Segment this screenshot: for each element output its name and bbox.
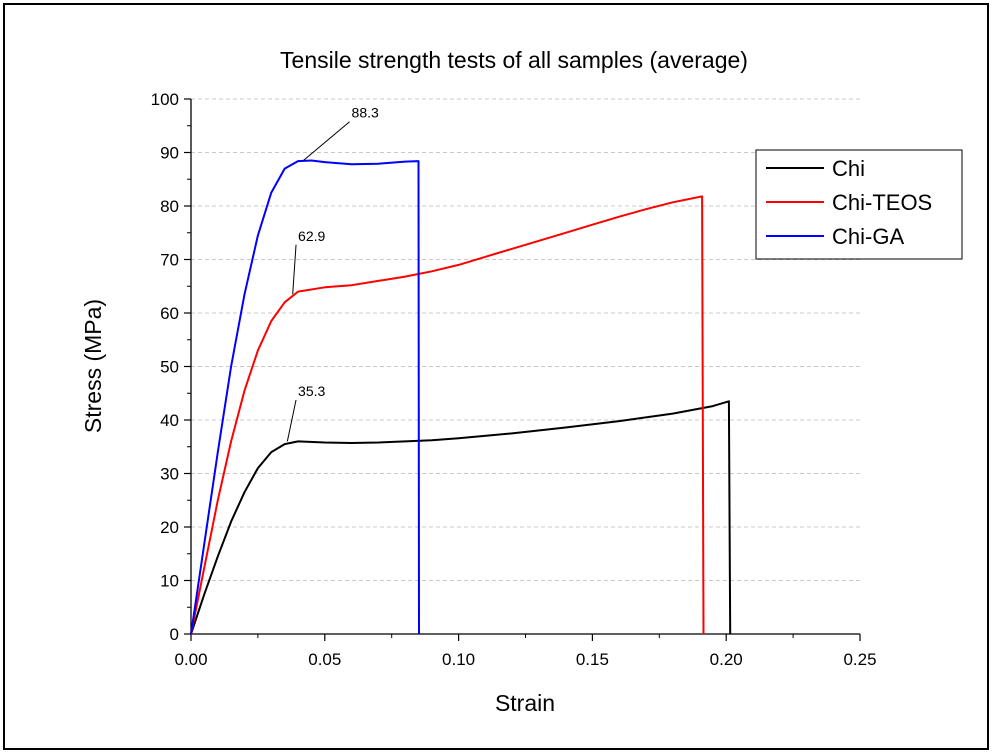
series-lines	[190, 159, 732, 635]
annotations: 88.3 62.9 35.3	[286, 105, 379, 442]
annotation-leader-0	[303, 121, 350, 161]
legend-label: Chi	[832, 156, 865, 181]
x-tick-label: 0.15	[576, 650, 609, 669]
y-tick-label: 70	[160, 251, 179, 270]
axes: 0.00 0.05 0.10 0.15 0.20 0.25 0 10 20 30 40 50 60 70 8…	[151, 90, 877, 669]
x-tick-label: 0.20	[710, 650, 743, 669]
x-tick-label: 0.05	[308, 650, 341, 669]
y-tick-label: 50	[160, 358, 179, 377]
y-tick-label: 60	[160, 304, 179, 323]
series-line-chi-ga	[190, 159, 420, 635]
y-axis-label: Stress (MPa)	[80, 299, 106, 433]
annotation-label: 35.3	[298, 383, 325, 399]
annotation-leader-2	[286, 399, 297, 442]
legend-label: Chi-TEOS	[832, 190, 932, 215]
x-tick-label: 0.25	[843, 650, 876, 669]
series-line-chi	[190, 400, 732, 635]
legend-items: Chi Chi-TEOS Chi-GA	[766, 156, 932, 249]
x-axis-label: Strain	[495, 690, 555, 716]
y-tick-label: 90	[160, 144, 179, 163]
y-tick-label: 10	[160, 572, 179, 591]
y-tick-label: 100	[151, 90, 179, 109]
annotation-label: 88.3	[352, 105, 379, 121]
chart-frame: Tensile strength tests of all samples (a…	[3, 3, 989, 750]
annotation-leader-1	[292, 244, 297, 295]
y-tick-label: 30	[160, 465, 179, 484]
series-line-chi-teos	[190, 195, 705, 635]
y-tick-label: 20	[160, 518, 179, 537]
annotation-label: 62.9	[298, 228, 325, 244]
chart-svg: Tensile strength tests of all samples (a…	[80, 47, 963, 716]
y-tick-label: 80	[160, 197, 179, 216]
x-tick-label: 0.00	[174, 650, 207, 669]
x-tick-label: 0.10	[442, 650, 475, 669]
y-tick-label: 0	[170, 625, 179, 644]
legend: Chi Chi-TEOS Chi-GA	[755, 149, 963, 260]
chart-title: Tensile strength tests of all samples (a…	[280, 47, 748, 73]
y-tick-label: 40	[160, 411, 179, 430]
legend-label: Chi-GA	[832, 224, 904, 249]
